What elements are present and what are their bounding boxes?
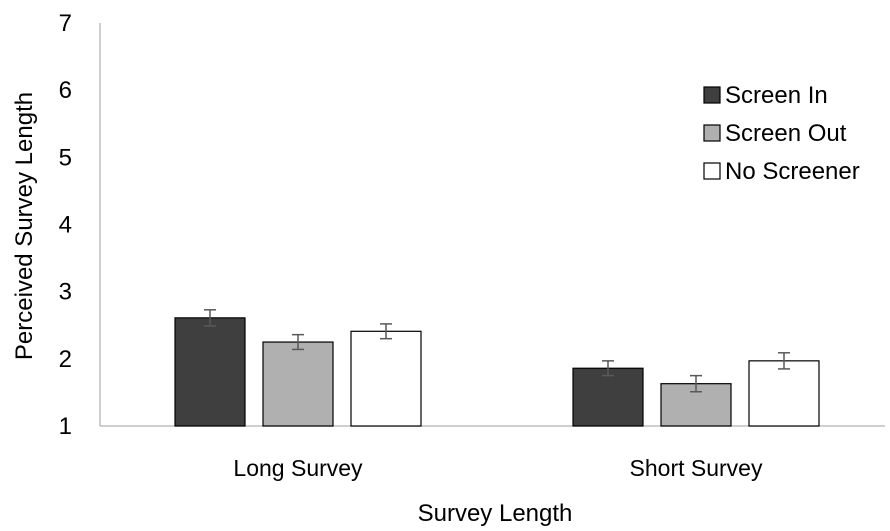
legend-label: No Screener — [725, 158, 860, 185]
legend: Screen In Screen Out No Screener — [703, 82, 860, 185]
legend-swatch — [703, 86, 721, 104]
y-tick-label: 2 — [59, 346, 72, 373]
y-tick-label: 3 — [59, 279, 72, 306]
bar — [262, 341, 334, 427]
legend-swatch — [703, 124, 721, 142]
bar — [572, 367, 644, 427]
legend-item: Screen In — [703, 82, 828, 109]
error-bar — [778, 352, 790, 370]
error-bar — [380, 323, 392, 340]
y-tick-label: 6 — [59, 77, 72, 104]
bar — [350, 330, 422, 427]
legend-item: No Screener — [703, 158, 860, 185]
error-bar — [292, 333, 304, 351]
category-label: Short Survey — [630, 455, 763, 481]
y-tick-label: 1 — [59, 413, 72, 440]
y-tick-label: 5 — [59, 144, 72, 171]
error-bar — [204, 309, 216, 327]
error-bars-group — [204, 309, 790, 393]
y-tick-label: 7 — [59, 10, 72, 37]
legend-label: Screen Out — [725, 120, 847, 147]
bar — [748, 360, 820, 427]
legend-label: Screen In — [725, 82, 828, 109]
category-label: Long Survey — [233, 455, 363, 481]
legend-item: Screen Out — [703, 120, 847, 147]
x-axis-title: Survey Length — [418, 500, 573, 527]
error-bar — [690, 374, 702, 393]
legend-swatch — [703, 162, 721, 180]
y-tick-label: 4 — [59, 212, 72, 239]
bar — [174, 317, 246, 427]
y-axis-ticks: 1 2 3 4 5 6 7 — [59, 10, 72, 440]
category-labels: Long Survey Short Survey — [233, 455, 763, 481]
y-axis-title: Perceived Survey Length — [11, 92, 38, 360]
bars-group — [174, 317, 820, 427]
error-bar — [602, 360, 614, 377]
